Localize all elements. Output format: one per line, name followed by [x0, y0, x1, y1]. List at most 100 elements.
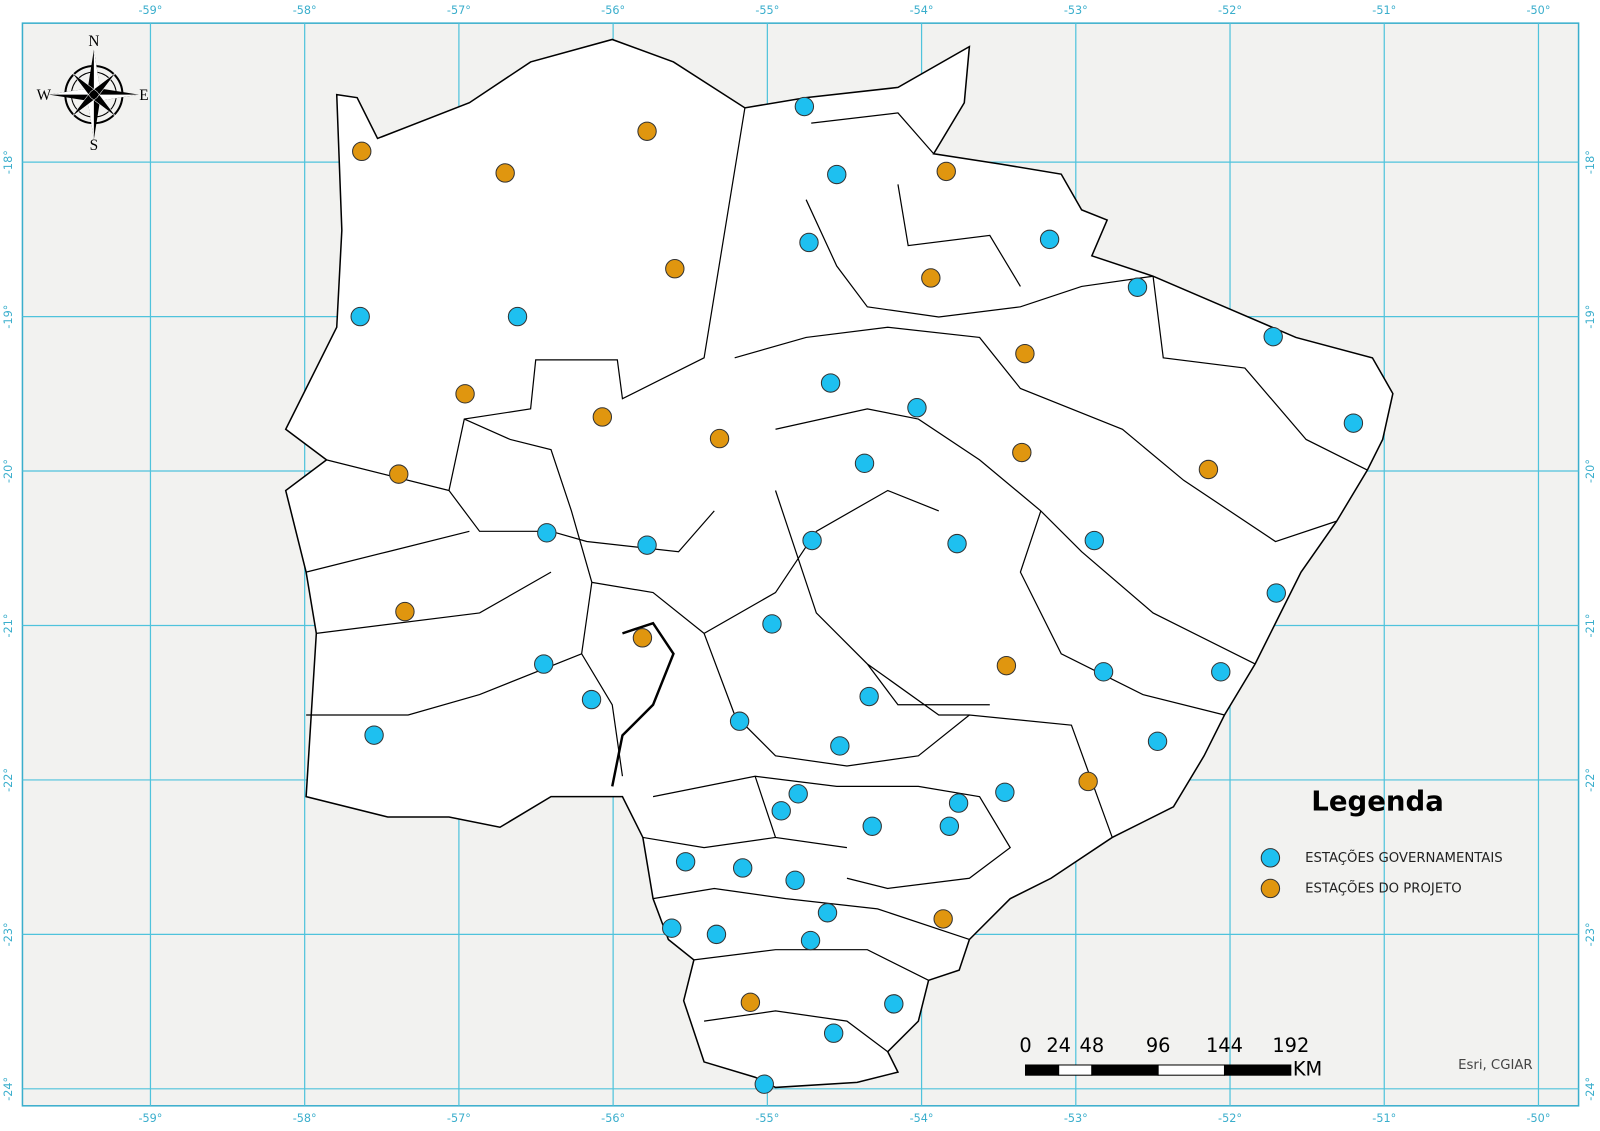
- station: [740, 992, 761, 1013]
- legend-swatch: [1260, 878, 1281, 899]
- scale-label: 192: [1272, 1034, 1309, 1057]
- y-tick-label: -23°: [1584, 922, 1597, 946]
- scale-segment: [1157, 1064, 1225, 1076]
- x-tick-label: -57°: [447, 4, 471, 17]
- station: [771, 801, 791, 821]
- scale-unit: KM: [1293, 1058, 1322, 1081]
- station: [395, 601, 415, 622]
- station: [921, 268, 941, 288]
- station: [1198, 459, 1219, 480]
- station: [1211, 662, 1231, 682]
- compass-w: W: [37, 87, 52, 104]
- station: [854, 453, 875, 474]
- station: [729, 711, 750, 731]
- scale-segment: [1025, 1064, 1060, 1076]
- station: [1084, 530, 1105, 551]
- y-tick-label: -21°: [1584, 614, 1597, 638]
- station: [859, 686, 879, 707]
- compass-star-light: [48, 49, 139, 140]
- compass-rose: N S E W: [37, 33, 149, 154]
- station: [709, 428, 730, 449]
- attribution: Esri, CGIAR: [1458, 1058, 1533, 1073]
- stations: [350, 96, 1364, 1094]
- x-tick-label: -56°: [601, 4, 625, 17]
- x-tick-label: -52°: [1218, 1112, 1242, 1125]
- x-tick-label: -54°: [910, 1112, 934, 1125]
- station: [1039, 229, 1060, 250]
- scale-label: 24: [1046, 1034, 1071, 1057]
- station: [1263, 326, 1283, 347]
- station: [637, 121, 657, 141]
- x-tick-label: -55°: [755, 4, 779, 17]
- station: [675, 852, 696, 872]
- station: [936, 161, 956, 182]
- x-tick-label: -56°: [601, 1112, 625, 1125]
- y-tick-label: -19°: [1584, 305, 1597, 329]
- x-tick-label: -50°: [1527, 1112, 1551, 1125]
- station: [820, 373, 841, 393]
- x-tick-label: -59°: [138, 4, 162, 17]
- station: [455, 384, 475, 404]
- station: [788, 784, 808, 804]
- station: [785, 870, 805, 891]
- station: [350, 306, 370, 327]
- legend: ESTAÇÕES GOVERNAMENTAIS ESTAÇÕES DO PROJE…: [1260, 848, 1503, 899]
- y-tick-label: -21°: [2, 614, 15, 638]
- station: [939, 816, 960, 836]
- station: [352, 141, 372, 162]
- station: [537, 523, 557, 543]
- station: [933, 909, 953, 929]
- compass-diagonals: [71, 71, 117, 118]
- station: [662, 918, 682, 938]
- y-tick-label: -18°: [1584, 150, 1597, 174]
- scale-label: 0: [1019, 1034, 1031, 1057]
- y-tick-label: -19°: [2, 305, 15, 329]
- station: [1078, 771, 1098, 792]
- x-tick-label: -57°: [447, 1112, 471, 1125]
- station: [794, 96, 815, 117]
- station: [732, 858, 753, 878]
- station: [823, 1023, 844, 1043]
- x-tick-label: -55°: [755, 1112, 779, 1125]
- basin-boundaries: [305, 107, 1368, 1053]
- x-tick-label: -59°: [138, 1112, 162, 1125]
- station: [1093, 662, 1114, 682]
- station: [907, 398, 927, 418]
- station: [1147, 731, 1168, 752]
- station: [1127, 277, 1148, 297]
- scale-segment: [1058, 1064, 1093, 1076]
- compass-n: N: [88, 33, 99, 50]
- x-tick-label: -53°: [1064, 1112, 1088, 1125]
- station: [862, 816, 882, 836]
- scale-label: 48: [1080, 1034, 1105, 1057]
- station: [592, 407, 613, 427]
- x-tick-label: -54°: [910, 4, 934, 17]
- station: [1266, 583, 1286, 603]
- station: [1015, 343, 1035, 364]
- station: [389, 464, 409, 484]
- station: [802, 530, 822, 551]
- x-tick-label: -51°: [1372, 1112, 1396, 1125]
- station: [1343, 413, 1364, 433]
- station: [507, 306, 528, 327]
- station: [995, 782, 1015, 802]
- y-tick-label: -24°: [1584, 1077, 1597, 1101]
- station: [495, 163, 515, 183]
- station: [637, 535, 657, 555]
- y-tick-label: -20°: [1584, 459, 1597, 483]
- legend-title: Legenda: [1311, 786, 1444, 818]
- station: [762, 614, 782, 634]
- station: [947, 533, 967, 554]
- compass-e: E: [139, 87, 148, 104]
- scale-segment: [1223, 1064, 1292, 1076]
- station: [581, 689, 602, 710]
- station: [799, 232, 819, 253]
- y-tick-label: -18°: [2, 150, 15, 174]
- scale-segment: [1091, 1064, 1159, 1076]
- legend-label: ESTAÇÕES GOVERNAMENTAIS: [1305, 849, 1503, 866]
- x-tick-label: -58°: [293, 1112, 317, 1125]
- y-tick-label: -22°: [2, 768, 15, 792]
- station: [364, 725, 384, 745]
- scale-label: 96: [1146, 1034, 1171, 1057]
